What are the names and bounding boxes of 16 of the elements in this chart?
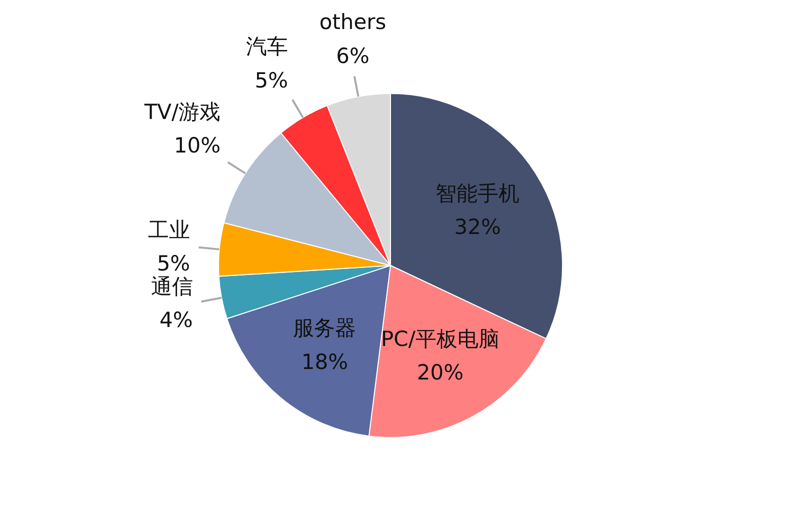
slice-label: others xyxy=(319,10,386,34)
data-label: 10% xyxy=(174,134,221,158)
slice-label: 工业 xyxy=(148,218,190,242)
slice-label: 服务器 xyxy=(293,316,356,340)
data-label: 18% xyxy=(301,350,348,374)
data-label: 5% xyxy=(156,251,190,276)
data-label: 6% xyxy=(336,44,370,68)
slice-label: 智能手机 xyxy=(436,181,520,206)
slice-label: 通信 xyxy=(150,274,193,298)
data-label: 20% xyxy=(416,360,464,385)
data-label: 4% xyxy=(160,308,193,332)
data-label: 32% xyxy=(454,215,501,240)
data-label: 5% xyxy=(254,68,288,92)
slice-label: 汽车 xyxy=(246,34,288,59)
slice-label: TV/游戏 xyxy=(143,100,221,124)
slice-label: PC/平板电脑 xyxy=(381,327,500,352)
